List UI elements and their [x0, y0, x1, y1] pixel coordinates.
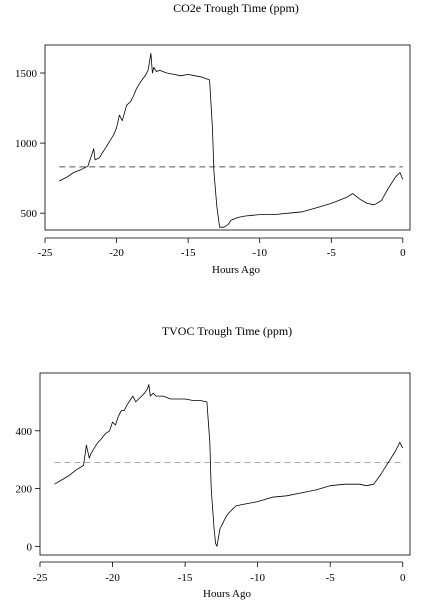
y-tick-label: 200	[16, 484, 33, 496]
chart-tvoc: TVOC Trough Time (ppm) -25 -20 -15 -10 -5 0 0…	[0, 300, 435, 600]
x-tick-label: -25	[33, 572, 48, 584]
x-axis-label: Hours Ago	[212, 264, 260, 276]
tvoc-chart-svg: TVOC Trough Time (ppm) -25 -20 -15 -10 -5 0 0…	[16, 324, 411, 600]
plot-frame	[44, 44, 411, 231]
y-tick-label: 0	[27, 541, 33, 553]
x-tick-label: 0	[400, 247, 406, 259]
co2e-chart-svg: CO2e Trough Time (ppm) -25 -20 -15 -10 -5 0 5…	[15, 1, 411, 276]
y-tick-label: 1000	[15, 138, 38, 150]
x-tick-label: -20	[109, 247, 124, 259]
x-tick-label: -5	[327, 247, 337, 259]
y-tick-label: 400	[16, 426, 33, 438]
series-line	[54, 384, 404, 547]
y-tick-label: 1500	[15, 68, 38, 80]
x-tick-label: -15	[181, 247, 196, 259]
plot-frame	[39, 372, 411, 556]
x-tick-label: -20	[105, 572, 120, 584]
x-tick-label: -15	[178, 572, 193, 584]
y-tick-label: 500	[21, 208, 38, 220]
x-tick-label: -5	[326, 572, 336, 584]
x-tick-label: 0	[400, 572, 406, 584]
x-tick-label: -10	[252, 247, 267, 259]
x-tick-label: -25	[38, 247, 53, 259]
x-tick-label: -10	[250, 572, 265, 584]
x-axis-label: Hours Ago	[203, 588, 251, 600]
chart-title: CO2e Trough Time (ppm)	[173, 1, 299, 15]
chart-co2e: CO2e Trough Time (ppm) -25 -20 -15 -10 -5 0 5…	[15, 1, 411, 276]
chart-title: TVOC Trough Time (ppm)	[162, 324, 292, 338]
series-line	[59, 53, 404, 228]
